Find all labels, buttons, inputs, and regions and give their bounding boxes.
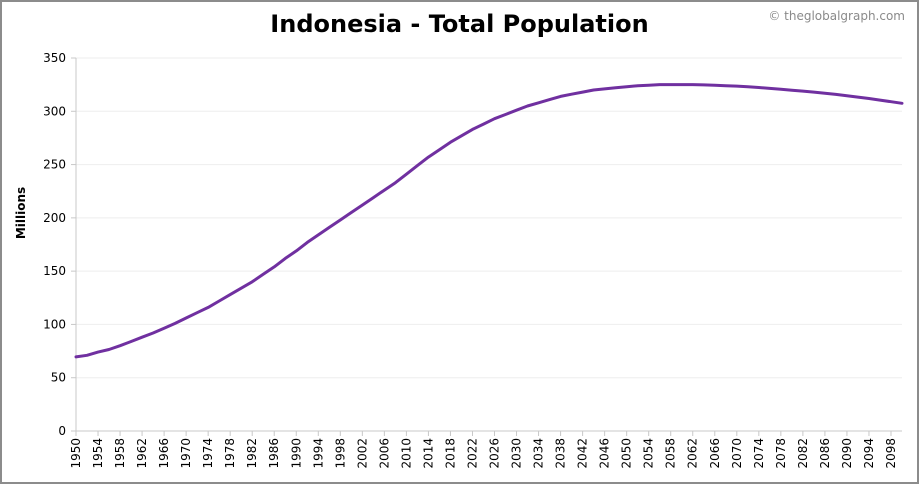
x-tick-label: 1994: [311, 438, 325, 469]
population-line: [74, 83, 904, 359]
x-tick-label: 2070: [730, 438, 744, 469]
x-tick-label: 2010: [399, 438, 413, 469]
x-tick-label: 2062: [686, 438, 700, 469]
x-tick-label: 2002: [355, 438, 369, 469]
y-tick-label: 350: [43, 51, 66, 65]
x-tick-label: 2094: [862, 438, 876, 469]
x-tick-label: 2026: [488, 438, 502, 469]
x-tick-label: 2054: [642, 438, 656, 469]
series: [74, 83, 904, 359]
x-tick-label: 2086: [818, 438, 832, 469]
x-tick-label: 2030: [510, 438, 524, 469]
y-tick-label: 0: [58, 424, 66, 438]
y-tick-labels: 0 50 100 150 200 250 300 350: [43, 51, 66, 438]
x-tick-label: 2014: [421, 438, 435, 469]
y-tick-label: 50: [51, 371, 66, 385]
x-tick-label: 2058: [664, 438, 678, 469]
x-tick-label: 2098: [884, 438, 898, 469]
x-tick-label: 2034: [532, 438, 546, 469]
y-tick-label: 300: [43, 104, 66, 118]
x-tick-label: 1970: [179, 438, 193, 469]
x-tick-label: 1950: [69, 438, 83, 469]
x-tick-label: 2038: [554, 438, 568, 469]
y-tick-label: 250: [43, 158, 66, 172]
x-tick-label: 1966: [157, 438, 171, 469]
x-tick-label: 1978: [223, 438, 237, 469]
y-tick-label: 150: [43, 264, 66, 278]
x-tick-label: 2018: [443, 438, 457, 469]
x-tick-label: 1986: [267, 438, 281, 469]
x-tick-label: 2050: [620, 438, 634, 469]
x-tick-labels: 1950 1954 1958 1962 1966 1970 1974 1978 1982 1986…: [69, 438, 898, 469]
x-tick-label: 1982: [245, 438, 259, 469]
x-tick-label: 2022: [465, 438, 479, 469]
x-tick-label: 1962: [135, 438, 149, 469]
y-tick-label: 100: [43, 317, 66, 331]
x-tick-label: 2090: [840, 438, 854, 469]
x-tick-label: 2042: [576, 438, 590, 469]
x-tick-label: 1998: [333, 438, 347, 469]
y-tick-label: 200: [43, 211, 66, 225]
site-credit: © theglobalgraph.com: [768, 9, 905, 23]
x-tick-label: 2078: [774, 438, 788, 469]
chart-title: Indonesia - Total Population: [270, 10, 649, 38]
x-tick-label: 1954: [91, 438, 105, 469]
x-tick-label: 2046: [598, 438, 612, 469]
x-tick-label: 1958: [113, 438, 127, 469]
x-tick-label: 2082: [796, 438, 810, 469]
x-tick-label: 1990: [289, 438, 303, 469]
x-tick-label: 2066: [708, 438, 722, 469]
gridlines: [76, 57, 902, 379]
axes: [71, 57, 902, 436]
x-tick-label: 2074: [752, 438, 766, 469]
x-tick-label: 2006: [377, 438, 391, 469]
x-tick-label: 1974: [201, 438, 215, 469]
